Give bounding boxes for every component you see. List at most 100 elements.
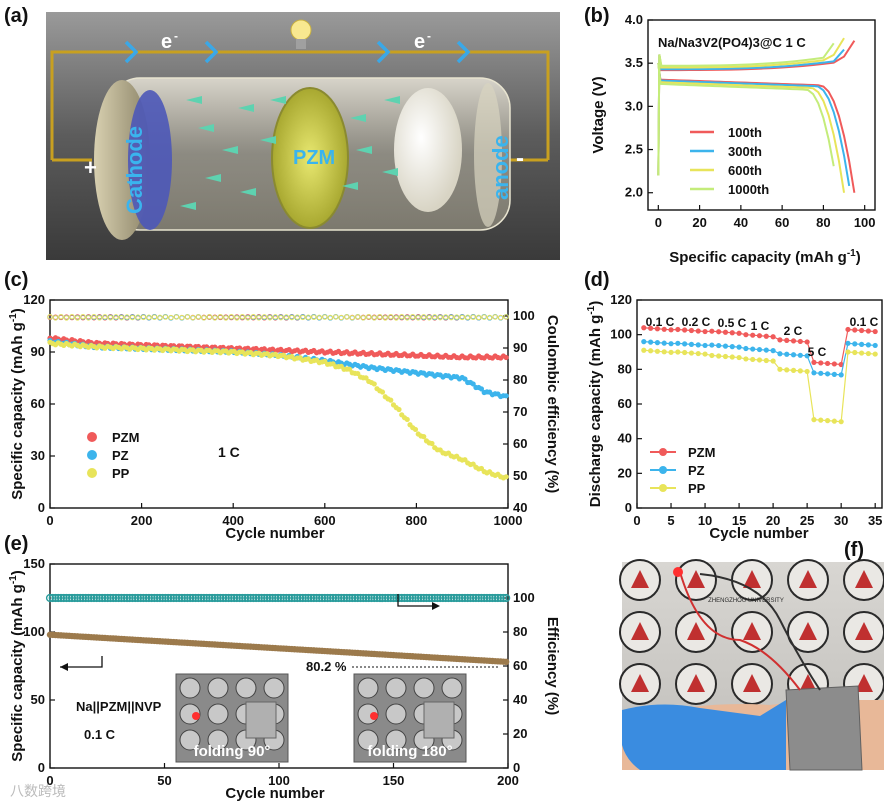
legend-label-300th: 300th xyxy=(728,144,762,159)
efficiency-point xyxy=(117,593,126,603)
rate-point-PZ xyxy=(750,346,756,352)
legend-label-PZM: PZM xyxy=(112,430,139,445)
x-tick-label: 0 xyxy=(655,215,662,230)
efficiency-point-PP xyxy=(195,314,202,320)
efficiency-point xyxy=(298,593,307,603)
chart-d: 0 5 10 15 20 25 30 35 0 20 40 60 80 100 120 Cycle numbe… xyxy=(586,292,883,542)
pouch-battery xyxy=(785,685,863,771)
y-tick-label: 100 xyxy=(23,624,45,639)
efficiency-point xyxy=(216,593,225,603)
efficiency-point-PP xyxy=(272,314,279,320)
rate-point-PZM xyxy=(852,327,858,333)
rate-point-PP xyxy=(729,354,735,360)
rate-label: 0.1 C xyxy=(84,727,116,742)
efficiency-point-PP xyxy=(316,314,323,321)
efficiency-point xyxy=(122,593,132,603)
capacity-point-PZ xyxy=(478,386,485,392)
efficiency-point xyxy=(471,593,481,603)
rate-point-PZM xyxy=(695,328,701,334)
x-tick-label: 10 xyxy=(698,513,712,528)
rate-point-PP xyxy=(852,349,858,356)
efficiency-point xyxy=(422,593,431,603)
badge-emblem xyxy=(631,674,649,692)
rate-point-PZ xyxy=(865,342,871,348)
inset-badge xyxy=(385,729,407,751)
efficiency-point-PP xyxy=(157,314,163,321)
rate-point-PZM xyxy=(811,359,817,365)
efficiency-point-PP xyxy=(102,314,108,320)
efficiency-point-PP xyxy=(69,313,75,320)
efficiency-point-PP xyxy=(360,315,366,321)
efficiency-point-PP xyxy=(388,313,394,320)
efficiency-point-PP xyxy=(239,313,246,320)
retention-label: 80.2 % xyxy=(306,659,347,674)
efficiency-point-PP xyxy=(63,315,70,321)
rate-point-PZM xyxy=(831,361,837,367)
efficiency-point xyxy=(463,593,472,603)
y-right-tick-label: 80 xyxy=(513,624,527,639)
efficiency-point xyxy=(408,593,417,603)
x-tick-label: 100 xyxy=(854,215,876,230)
y-tick-label: 120 xyxy=(23,292,45,307)
efficiency-point xyxy=(309,593,318,603)
capacity-point-PP xyxy=(355,370,361,377)
rate-point-PZM xyxy=(763,333,769,339)
y-tick-label: 60 xyxy=(31,396,45,411)
efficiency-point xyxy=(331,593,340,603)
y-tick-label: 0 xyxy=(38,760,45,775)
efficiency-point xyxy=(304,593,313,603)
efficiency-point-PP xyxy=(448,314,454,321)
efficiency-point-PP xyxy=(184,314,191,320)
inset-badge xyxy=(385,703,407,725)
efficiency-point xyxy=(430,593,439,603)
rate-point-PZ xyxy=(743,345,749,352)
efficiency-point xyxy=(252,593,261,603)
y-tick-label: 50 xyxy=(31,692,45,707)
efficiency-point-PP xyxy=(311,314,317,320)
plot-frame xyxy=(647,19,876,211)
inset-badge xyxy=(207,677,229,699)
y-tick-label: 20 xyxy=(618,465,632,480)
chart-c-ylabel-right: Coulombic efficiency (%) xyxy=(544,315,561,493)
x-tick-label: 20 xyxy=(766,513,780,528)
rate-point-PZM xyxy=(824,360,831,367)
rate-point-PP xyxy=(804,368,810,375)
legend-marker-PZM xyxy=(659,448,667,456)
x-tick-label: 600 xyxy=(314,513,336,528)
efficiency-point xyxy=(230,593,239,603)
efficiency-point xyxy=(364,593,373,603)
efficiency-point-PP xyxy=(475,314,482,321)
electron-sup-1: - xyxy=(174,29,178,43)
x-tick-label: 40 xyxy=(734,215,748,230)
efficiency-point xyxy=(455,593,464,603)
efficiency-point-PP xyxy=(454,314,460,320)
efficiency-point xyxy=(370,593,379,603)
legend-label-PZ: PZ xyxy=(112,448,129,463)
legend-marker-PP xyxy=(87,468,97,478)
rate-point-PZM xyxy=(729,330,735,336)
rate-point-PZM xyxy=(743,332,749,338)
chart-d-ylabel: Discharge capacity (mAh g-1) xyxy=(586,301,604,507)
y-tick-label: 100 xyxy=(610,327,632,342)
x-tick-label: 100 xyxy=(268,773,290,788)
capacity-point-PP xyxy=(379,389,386,395)
rate-point-PP xyxy=(695,350,701,357)
cathode-layer xyxy=(128,90,172,230)
efficiency-point xyxy=(76,593,85,603)
rate-point-PP xyxy=(743,356,749,362)
chart-e-ylabel: Specific capacity (mAh g-1) xyxy=(8,570,26,761)
rate-point-PP xyxy=(736,354,742,361)
efficiency-point xyxy=(342,593,351,603)
y-tick-label: 40 xyxy=(618,431,632,446)
efficiency-point xyxy=(295,593,305,603)
rate-point-PZ xyxy=(756,346,763,353)
efficiency-point-PP xyxy=(300,314,306,321)
efficiency-point-PP xyxy=(267,315,273,321)
efficiency-point xyxy=(449,593,459,603)
efficiency-point xyxy=(419,593,428,603)
x-tick-label: 35 xyxy=(868,513,882,528)
rate-point-PZ xyxy=(736,344,742,350)
rate-point-PP xyxy=(784,367,790,373)
efficiency-point xyxy=(45,593,55,603)
x-tick-label: 5 xyxy=(667,513,674,528)
